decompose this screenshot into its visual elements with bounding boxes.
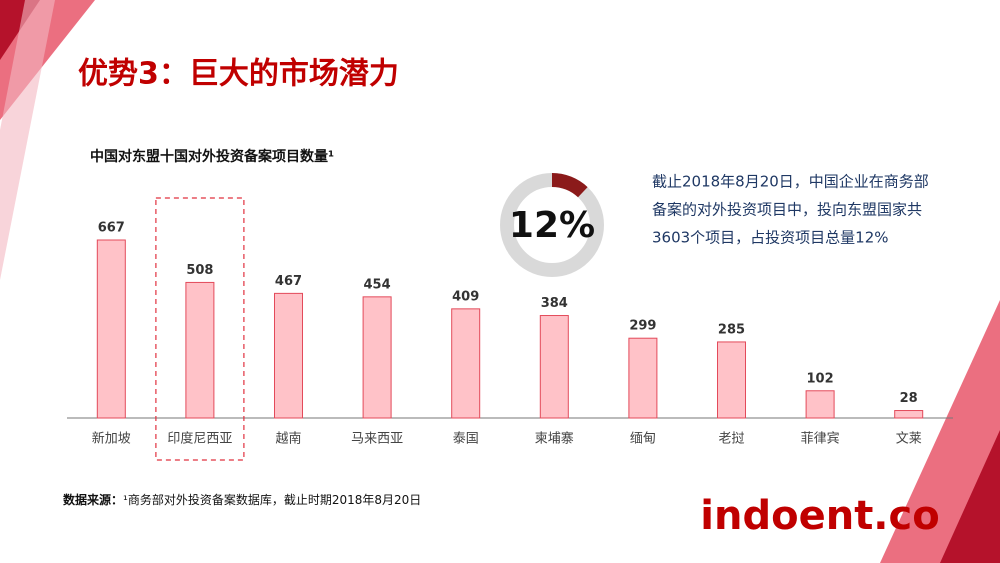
source-label: 数据来源： bbox=[63, 492, 123, 507]
bar bbox=[628, 337, 658, 419]
bar bbox=[185, 281, 215, 419]
note-line: 3603个项目，占投资项目总量12% bbox=[652, 229, 889, 247]
chart-title: 中国对东盟十国对外投资备案项目数量¹ bbox=[90, 148, 334, 165]
value-label: 667 bbox=[98, 221, 125, 236]
x-tick-label: 菲律宾 bbox=[801, 431, 840, 447]
donut-segment bbox=[551, 173, 588, 198]
donut-label: 12% bbox=[509, 205, 595, 246]
note-line: 截止2018年8月20日，中国企业在商务部 bbox=[652, 173, 929, 191]
bar bbox=[274, 292, 303, 419]
value-label: 508 bbox=[186, 263, 213, 278]
x-tick-label: 马来西亚 bbox=[351, 432, 403, 447]
watermark: indoent.co bbox=[700, 493, 939, 539]
bar bbox=[894, 410, 924, 419]
bar bbox=[717, 341, 746, 419]
value-label: 467 bbox=[275, 274, 302, 289]
value-label: 28 bbox=[900, 391, 918, 406]
source: 数据来源：¹商务部对外投资备案数据库，截止时期2018年8月20日 bbox=[63, 492, 421, 507]
bar bbox=[805, 390, 835, 419]
x-tick-label: 越南 bbox=[275, 431, 301, 447]
decor bbox=[940, 430, 1000, 563]
x-tick-label: 泰国 bbox=[453, 432, 479, 447]
decor bbox=[0, 0, 55, 280]
x-tick-label: 老挝 bbox=[718, 432, 744, 447]
bar bbox=[539, 315, 569, 419]
x-tick-label: 文莱 bbox=[896, 432, 922, 447]
bar bbox=[451, 308, 481, 419]
value-label: 409 bbox=[452, 289, 479, 304]
value-label: 454 bbox=[364, 277, 391, 292]
x-tick-label: 新加坡 bbox=[92, 431, 131, 447]
bar bbox=[362, 296, 392, 419]
note-line: 备案的对外投资项目中，投向东盟国家共 bbox=[652, 201, 922, 219]
bar bbox=[96, 239, 126, 419]
value-label: 299 bbox=[629, 319, 656, 334]
x-tick-label: 印度尼西亚 bbox=[167, 431, 232, 447]
value-label: 285 bbox=[718, 322, 745, 337]
value-label: 102 bbox=[807, 371, 834, 386]
x-tick-label: 柬埔寨 bbox=[535, 431, 574, 447]
source-text: ¹商务部对外投资备案数据库，截止时期2018年8月20日 bbox=[123, 492, 421, 507]
value-label: 384 bbox=[541, 296, 568, 311]
x-tick-label: 缅甸 bbox=[630, 432, 656, 447]
slide-title: 优势3：巨大的市场潜力 bbox=[78, 57, 399, 92]
highlight-box bbox=[155, 197, 245, 461]
